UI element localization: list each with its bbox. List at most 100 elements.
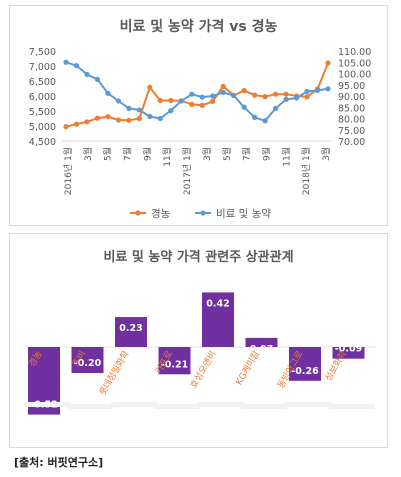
x-tick-label: 7월 xyxy=(241,147,253,161)
y-right-tick-label: 70.00 xyxy=(338,137,365,148)
value-label-5: 0.07 xyxy=(250,344,273,355)
data-point-0 xyxy=(189,101,195,107)
source-caption: [출처: 버핏연구소] xyxy=(14,456,104,469)
data-point-0 xyxy=(94,115,101,121)
x-tick-label: 3월 xyxy=(82,147,94,161)
bar-shadow-4 xyxy=(198,402,244,407)
data-point-1 xyxy=(210,93,216,99)
data-point-0 xyxy=(136,115,142,122)
value-label-4: 0.42 xyxy=(206,298,229,309)
line-chart-title: 비료 및 농약 가격 vs 경농 xyxy=(119,19,278,35)
category-label-4: 효성오앤비 xyxy=(188,349,218,390)
y-right-tick-label: 75.00 xyxy=(338,126,365,137)
series-line-1 xyxy=(65,61,329,122)
data-point-1 xyxy=(157,115,163,122)
data-point-0 xyxy=(252,92,258,98)
data-point-1 xyxy=(273,105,279,111)
data-point-1 xyxy=(168,108,174,114)
data-point-0 xyxy=(199,102,205,108)
bar-3 xyxy=(158,347,191,375)
x-tick-label: 9월 xyxy=(260,147,272,161)
y-left-tick-label: 5,500 xyxy=(29,107,56,118)
data-point-0 xyxy=(63,124,69,130)
y-right-tick-label: 80.00 xyxy=(338,115,365,126)
y-left-tick-label: 6,000 xyxy=(29,92,56,103)
line-chart-svg: 4,500 5,000 5,500 6,000 6,500 7,000 7,500 70.00… xyxy=(29,47,371,220)
bar-4 xyxy=(202,292,234,347)
data-point-1 xyxy=(231,92,237,99)
bar-6 xyxy=(289,347,321,381)
bar-shadow-2 xyxy=(111,402,157,407)
bar-1 xyxy=(71,347,104,373)
bar-5 xyxy=(245,337,278,347)
y-right-tick-label: 105.00 xyxy=(338,58,371,69)
data-point-0 xyxy=(115,117,121,123)
y-left-tick-label: 7,500 xyxy=(29,47,56,58)
data-point-1 xyxy=(84,71,90,77)
data-point-1 xyxy=(283,96,289,102)
value-label-3: -0.21 xyxy=(161,359,188,370)
data-point-1 xyxy=(73,63,80,69)
x-tick-label: 2018년 1월 xyxy=(300,147,312,195)
bar-shadow-6 xyxy=(285,402,331,407)
legend-marker-1 xyxy=(200,210,206,216)
data-point-1 xyxy=(293,95,300,101)
data-point-1 xyxy=(63,59,69,65)
category-label-5: KG케미칼 xyxy=(234,349,262,387)
x-tick-label: 9월 xyxy=(141,147,153,161)
x-tick-label: 3월 xyxy=(320,147,332,161)
y-left-tick-label: 5,000 xyxy=(29,122,56,133)
legend-label-1: 비료 및 농약 xyxy=(216,208,271,220)
data-point-1 xyxy=(115,98,121,104)
data-point-0 xyxy=(273,91,279,97)
data-point-0 xyxy=(84,119,90,125)
y-right-tick-label: 100.00 xyxy=(338,70,371,81)
data-point-0 xyxy=(325,60,331,66)
x-tick-label: 2017년 1월 xyxy=(181,147,193,195)
x-tick-label: 11월 xyxy=(161,147,173,167)
y-left-tick-label: 6,500 xyxy=(29,77,56,88)
x-tick-label: 7월 xyxy=(122,147,134,161)
data-point-1 xyxy=(314,87,321,93)
x-tick-label: 3월 xyxy=(201,147,213,161)
y-right-tick-label: 90.00 xyxy=(338,92,365,103)
value-label-0: -0.52 xyxy=(30,400,57,411)
legend-label-0: 경농 xyxy=(151,207,171,220)
data-point-0 xyxy=(210,98,216,104)
legend-marker-0 xyxy=(135,210,141,216)
data-point-0 xyxy=(126,117,132,123)
data-point-1 xyxy=(94,76,101,82)
data-point-1 xyxy=(189,91,195,97)
value-label-1: -0.20 xyxy=(74,358,102,369)
y-right-tick-label: 85.00 xyxy=(338,103,365,114)
data-point-0 xyxy=(73,121,80,127)
bar-shadow-5 xyxy=(241,404,288,409)
data-point-1 xyxy=(199,94,205,100)
x-tick-label: 2016년 1월 xyxy=(62,147,74,195)
data-point-0 xyxy=(241,88,247,94)
data-point-1 xyxy=(126,105,132,111)
x-tick-label: 5월 xyxy=(102,147,114,161)
value-label-6: -0.26 xyxy=(291,366,319,377)
bar-shadow-1 xyxy=(67,404,114,409)
data-point-0 xyxy=(105,114,111,120)
y-left-tick-label: 4,500 xyxy=(29,137,56,148)
x-tick-label: 11월 xyxy=(280,147,292,167)
data-point-0 xyxy=(283,91,289,97)
data-point-0 xyxy=(262,94,268,100)
y-left-tick-label: 7,000 xyxy=(29,62,56,73)
bar-chart-panel: 비료 및 농약 가격 관련주 상관관계 -0.52 경농 -0.20 조비 0.23 롯데… xyxy=(9,233,388,448)
bar-shadow-7 xyxy=(328,404,375,409)
y-right-tick-label: 95.00 xyxy=(338,81,365,92)
data-point-1 xyxy=(178,98,184,104)
data-point-0 xyxy=(220,83,226,89)
data-point-1 xyxy=(105,90,111,96)
data-point-1 xyxy=(262,118,268,124)
data-point-0 xyxy=(157,97,163,104)
data-point-1 xyxy=(136,107,142,113)
data-point-0 xyxy=(304,94,310,100)
bar-shadow-3 xyxy=(154,404,201,409)
x-tick-label: 5월 xyxy=(221,147,233,161)
value-label-7: -0.09 xyxy=(335,344,362,355)
